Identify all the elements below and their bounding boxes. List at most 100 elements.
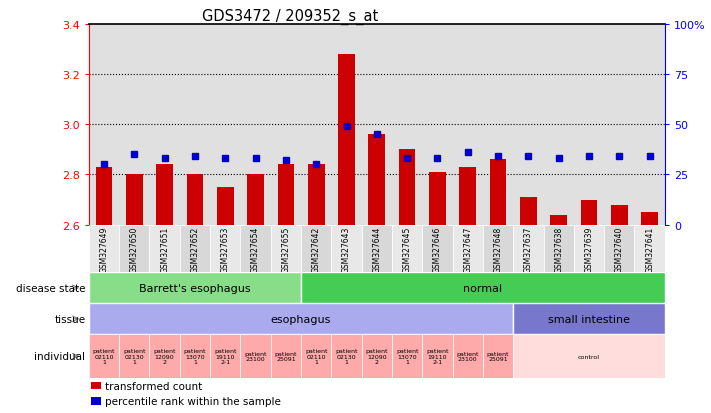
Text: esophagus: esophagus [271, 314, 331, 324]
Bar [362, 225, 392, 273]
Bar [186, 175, 203, 225]
Text: GSM327646: GSM327646 [433, 225, 442, 272]
Bar [217, 188, 234, 225]
Bar [611, 205, 628, 225]
Bar [277, 165, 294, 225]
Bar [392, 335, 422, 378]
Text: patient
19110
2-1: patient 19110 2-1 [214, 348, 237, 364]
Bar [180, 335, 210, 378]
Bar [634, 225, 665, 273]
Bar [362, 335, 392, 378]
Bar [513, 225, 543, 273]
Bar [520, 197, 537, 225]
Bar [490, 160, 506, 225]
Text: GSM327638: GSM327638 [554, 226, 563, 272]
Text: GSM327649: GSM327649 [100, 225, 109, 272]
Bar [96, 168, 112, 225]
Bar [422, 335, 453, 378]
Text: patient
25091: patient 25091 [274, 351, 297, 361]
Bar [301, 225, 331, 273]
Text: patient
23100: patient 23100 [456, 351, 479, 361]
Text: normal: normal [464, 283, 503, 293]
Text: patient
02130
1: patient 02130 1 [123, 348, 146, 364]
Bar [331, 225, 362, 273]
Text: Barrett's esophagus: Barrett's esophagus [139, 283, 251, 293]
Text: patient
12090
2: patient 12090 2 [365, 348, 388, 364]
Bar [483, 335, 513, 378]
Text: GSM327652: GSM327652 [191, 226, 200, 272]
Text: GSM327641: GSM327641 [645, 226, 654, 272]
Text: GSM327651: GSM327651 [160, 226, 169, 272]
Bar [331, 335, 362, 378]
Bar [89, 335, 119, 378]
Bar [604, 225, 634, 273]
Text: patient
02130
1: patient 02130 1 [336, 348, 358, 364]
Bar [89, 225, 119, 273]
Text: GSM327637: GSM327637 [524, 225, 533, 272]
Text: disease state: disease state [16, 283, 85, 293]
Bar [119, 225, 149, 273]
Bar [301, 273, 665, 304]
Text: GSM327644: GSM327644 [373, 225, 381, 272]
Text: GSM327642: GSM327642 [311, 226, 321, 272]
Bar [89, 273, 301, 304]
Bar [126, 175, 143, 225]
Bar [180, 225, 210, 273]
Text: GSM327648: GSM327648 [493, 226, 503, 272]
Bar [513, 335, 665, 378]
Text: GDS3472 / 209352_s_at: GDS3472 / 209352_s_at [203, 8, 378, 25]
Bar [149, 335, 180, 378]
Bar [271, 335, 301, 378]
Text: patient
13070
1: patient 13070 1 [183, 348, 206, 364]
Text: tissue: tissue [54, 314, 85, 324]
Text: GSM327655: GSM327655 [282, 225, 290, 272]
Text: GSM327639: GSM327639 [584, 225, 594, 272]
Text: GSM327640: GSM327640 [615, 225, 624, 272]
Text: patient
02110
1: patient 02110 1 [305, 348, 328, 364]
Bar [247, 175, 264, 225]
Text: GSM327647: GSM327647 [464, 225, 472, 272]
Bar [308, 165, 324, 225]
Bar [368, 135, 385, 225]
Text: patient
02110
1: patient 02110 1 [92, 348, 115, 364]
Text: transformed count: transformed count [105, 381, 202, 391]
Text: patient
12090
2: patient 12090 2 [154, 348, 176, 364]
Bar [459, 168, 476, 225]
Bar [338, 55, 355, 225]
Bar [513, 304, 665, 335]
Bar [574, 225, 604, 273]
Bar [149, 225, 180, 273]
Text: patient
23100: patient 23100 [245, 351, 267, 361]
Text: individual: individual [34, 351, 85, 361]
Bar [550, 215, 567, 225]
Bar [429, 173, 446, 225]
Bar [399, 150, 415, 225]
Text: patient
19110
2-1: patient 19110 2-1 [426, 348, 449, 364]
Bar [89, 304, 513, 335]
Text: GSM327653: GSM327653 [221, 225, 230, 272]
Bar [210, 225, 240, 273]
Bar [301, 335, 331, 378]
Bar [271, 225, 301, 273]
Bar [581, 200, 597, 225]
Bar [453, 225, 483, 273]
Bar [543, 225, 574, 273]
Text: percentile rank within the sample: percentile rank within the sample [105, 396, 281, 406]
Bar [641, 213, 658, 225]
Text: GSM327643: GSM327643 [342, 225, 351, 272]
Bar [210, 335, 240, 378]
Bar [422, 225, 453, 273]
Bar [240, 225, 271, 273]
Bar [240, 335, 271, 378]
Text: patient
25091: patient 25091 [487, 351, 509, 361]
Text: GSM327654: GSM327654 [251, 225, 260, 272]
Bar [392, 225, 422, 273]
Bar [483, 225, 513, 273]
Bar [119, 335, 149, 378]
Text: patient
13070
1: patient 13070 1 [396, 348, 418, 364]
Text: GSM327645: GSM327645 [402, 225, 412, 272]
Text: control: control [578, 354, 600, 359]
Bar [453, 335, 483, 378]
Bar [156, 165, 173, 225]
Bar [90, 397, 101, 405]
